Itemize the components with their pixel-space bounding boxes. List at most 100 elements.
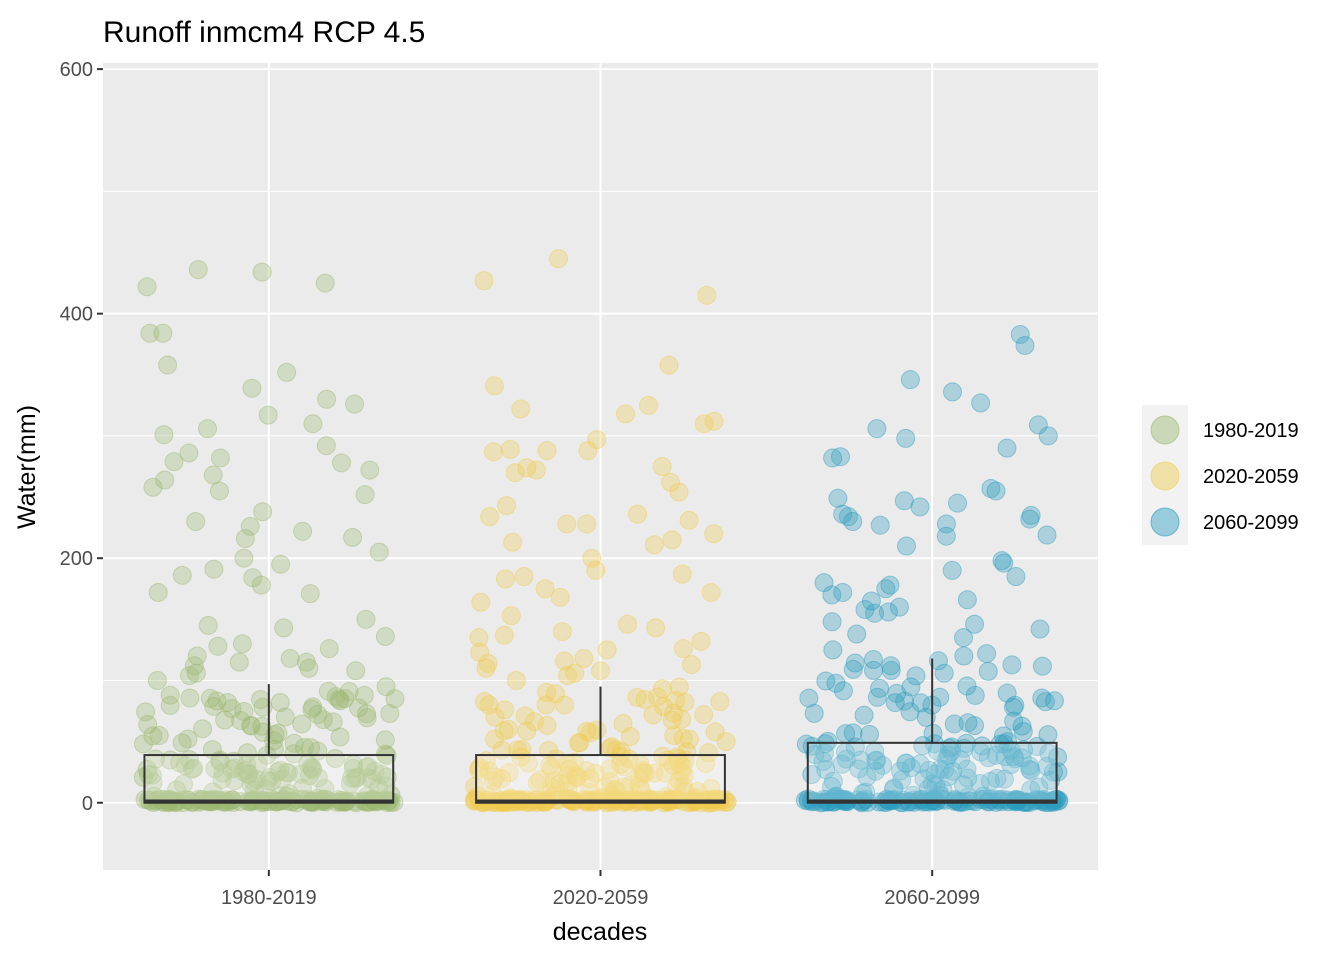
outlier-point bbox=[517, 458, 537, 478]
data-point bbox=[474, 692, 494, 712]
outlier-point bbox=[1020, 509, 1040, 529]
data-point bbox=[620, 727, 640, 747]
data-point bbox=[1048, 762, 1068, 782]
legend-label: 2020-2059 bbox=[1203, 466, 1299, 488]
data-point bbox=[509, 789, 529, 809]
data-point bbox=[524, 712, 544, 732]
outlier-point bbox=[331, 453, 351, 473]
data-point bbox=[494, 721, 514, 741]
data-point bbox=[1041, 770, 1061, 790]
data-point bbox=[972, 736, 992, 756]
data-point bbox=[595, 777, 615, 797]
data-point bbox=[867, 687, 887, 707]
data-point bbox=[258, 771, 278, 791]
outlier-point bbox=[180, 666, 200, 686]
outlier-point bbox=[833, 504, 853, 524]
outlier-point bbox=[1015, 335, 1035, 355]
data-point bbox=[184, 758, 204, 778]
data-point bbox=[252, 716, 272, 736]
outlier-point bbox=[691, 631, 711, 651]
outlier-point bbox=[694, 414, 714, 434]
outlier-point bbox=[558, 666, 578, 686]
data-point bbox=[669, 677, 689, 697]
outlier-point bbox=[470, 642, 490, 662]
data-point bbox=[673, 757, 693, 777]
data-point bbox=[633, 761, 653, 781]
data-point bbox=[375, 730, 395, 750]
outlier-point bbox=[554, 651, 574, 671]
data-point bbox=[593, 789, 613, 809]
data-point bbox=[971, 790, 991, 810]
outlier-point bbox=[900, 370, 920, 390]
data-point bbox=[627, 688, 647, 708]
outlier-point bbox=[549, 249, 569, 269]
data-point bbox=[945, 789, 965, 809]
outlier-point bbox=[154, 425, 174, 445]
outlier-point bbox=[704, 411, 724, 431]
outlier-point bbox=[186, 512, 206, 532]
data-point bbox=[643, 705, 663, 725]
data-point bbox=[380, 703, 400, 723]
outlier-point bbox=[234, 548, 254, 568]
data-point bbox=[666, 777, 686, 797]
data-point bbox=[567, 766, 587, 786]
chart-title: Runoff inmcm4 RCP 4.5 bbox=[103, 16, 425, 49]
outlier-point bbox=[210, 448, 230, 468]
data-point bbox=[342, 768, 362, 788]
data-point bbox=[558, 772, 578, 792]
data-point bbox=[1044, 691, 1064, 711]
data-point bbox=[1021, 780, 1041, 800]
outlier-point bbox=[184, 656, 204, 676]
data-point bbox=[325, 749, 345, 769]
outlier-point bbox=[476, 658, 496, 678]
data-point bbox=[237, 743, 257, 763]
data-point bbox=[270, 760, 290, 780]
outlier-point bbox=[155, 470, 175, 490]
data-point bbox=[866, 761, 886, 781]
data-point bbox=[541, 759, 561, 779]
data-point bbox=[796, 734, 816, 754]
data-point bbox=[540, 756, 560, 776]
data-point bbox=[934, 663, 954, 683]
outlier-point bbox=[971, 393, 991, 413]
outlier-point bbox=[188, 260, 208, 280]
data-point bbox=[133, 767, 153, 787]
data-point bbox=[222, 699, 242, 719]
outlier-point bbox=[591, 661, 611, 681]
data-point bbox=[222, 789, 242, 809]
outlier-point bbox=[981, 479, 1001, 499]
outlier-point bbox=[896, 428, 916, 448]
data-point bbox=[916, 707, 936, 727]
data-point bbox=[610, 747, 630, 767]
outlier-point bbox=[251, 575, 271, 595]
y-axis-title: Water(mm) bbox=[13, 405, 41, 529]
outlier-point bbox=[497, 496, 517, 516]
data-point bbox=[885, 693, 905, 713]
data-point bbox=[614, 757, 634, 777]
outlier-point bbox=[574, 648, 594, 668]
outlier-point bbox=[501, 606, 521, 626]
data-point bbox=[1004, 747, 1024, 767]
data-point bbox=[555, 695, 575, 715]
data-point bbox=[680, 729, 700, 749]
data-point bbox=[672, 762, 692, 782]
outlier-point bbox=[855, 600, 875, 620]
data-point bbox=[295, 737, 315, 757]
outlier-point bbox=[557, 514, 577, 534]
outlier-point bbox=[369, 542, 389, 562]
legend-label: 1980-2019 bbox=[1203, 420, 1299, 442]
data-point bbox=[241, 715, 261, 735]
outlier-point bbox=[994, 553, 1014, 573]
data-point bbox=[667, 747, 687, 767]
data-point bbox=[469, 760, 489, 780]
x-tick-label: 2020-2059 bbox=[553, 887, 649, 909]
outlier-point bbox=[143, 477, 163, 497]
outlier-point bbox=[186, 663, 206, 683]
data-point bbox=[501, 789, 521, 809]
data-point bbox=[843, 659, 863, 679]
y-tick-label: 0 bbox=[82, 793, 93, 815]
data-point bbox=[884, 778, 904, 798]
data-point bbox=[530, 770, 550, 790]
data-point bbox=[345, 769, 365, 789]
